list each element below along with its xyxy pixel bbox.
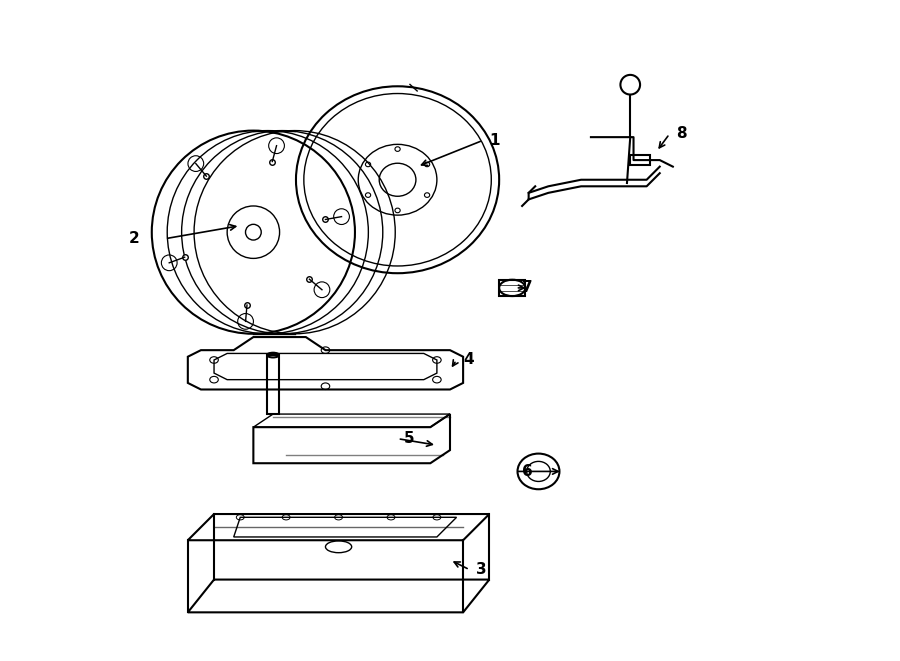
Text: 6: 6: [522, 464, 533, 479]
Ellipse shape: [365, 193, 371, 198]
Text: 5: 5: [404, 431, 415, 446]
Ellipse shape: [425, 162, 429, 167]
Text: 2: 2: [129, 231, 140, 247]
Text: 3: 3: [476, 563, 487, 577]
Ellipse shape: [425, 193, 429, 198]
Text: 4: 4: [464, 352, 473, 368]
Ellipse shape: [365, 162, 371, 167]
Text: 1: 1: [490, 133, 500, 148]
Ellipse shape: [395, 147, 400, 151]
Text: 8: 8: [676, 126, 687, 141]
Text: 7: 7: [522, 280, 533, 295]
Ellipse shape: [395, 208, 400, 213]
